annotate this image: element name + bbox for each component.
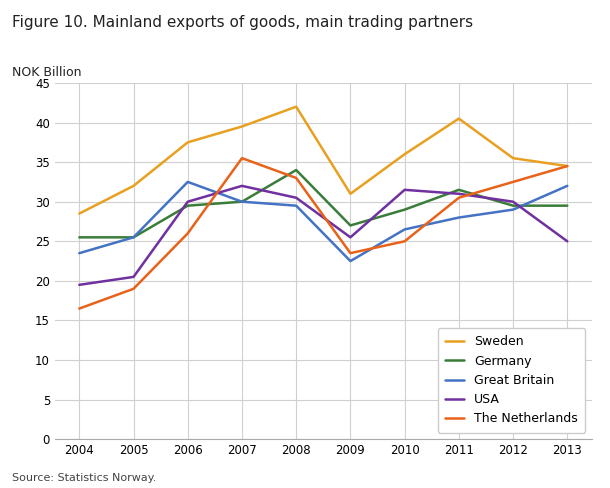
Sweden [293,104,300,110]
Great Britain [130,234,137,240]
Sweden [239,123,246,129]
Great Britain [455,215,462,221]
Germany [239,199,246,204]
The Netherlands [130,286,137,292]
The Netherlands [455,195,462,201]
Text: Source: Statistics Norway.: Source: Statistics Norway. [12,473,157,483]
Germany [401,207,408,213]
Germany [130,234,137,240]
Sweden [130,183,137,189]
Great Britain [293,203,300,208]
USA [509,199,517,204]
Text: NOK Billion: NOK Billion [12,66,82,79]
The Netherlands [346,250,354,256]
USA [346,234,354,240]
The Netherlands [401,238,408,244]
Great Britain [401,226,408,232]
Sweden [455,116,462,122]
The Netherlands [184,230,192,236]
USA [455,191,462,197]
USA [293,195,300,201]
USA [401,187,408,193]
Great Britain [509,207,517,213]
Line: Sweden: Sweden [79,107,567,214]
USA [76,282,83,288]
Sweden [184,140,192,145]
USA [564,238,571,244]
Line: Great Britain: Great Britain [79,182,567,261]
The Netherlands [293,175,300,181]
Germany [509,203,517,208]
Sweden [564,163,571,169]
USA [184,199,192,204]
Legend: Sweden, Germany, Great Britain, USA, The Netherlands: Sweden, Germany, Great Britain, USA, The… [438,328,586,433]
Germany [346,223,354,228]
Great Britain [184,179,192,185]
The Netherlands [76,305,83,311]
Great Britain [76,250,83,256]
Text: Figure 10. Mainland exports of goods, main trading partners: Figure 10. Mainland exports of goods, ma… [12,15,473,30]
Germany [293,167,300,173]
Line: USA: USA [79,186,567,285]
Great Britain [564,183,571,189]
Line: Germany: Germany [79,170,567,237]
Great Britain [346,258,354,264]
The Netherlands [239,155,246,161]
Sweden [346,191,354,197]
Great Britain [239,199,246,204]
USA [239,183,246,189]
Germany [184,203,192,208]
The Netherlands [564,163,571,169]
USA [130,274,137,280]
Sweden [509,155,517,161]
Line: The Netherlands: The Netherlands [79,158,567,308]
Germany [455,187,462,193]
Germany [564,203,571,208]
Sweden [76,211,83,217]
The Netherlands [509,179,517,185]
Sweden [401,151,408,157]
Germany [76,234,83,240]
